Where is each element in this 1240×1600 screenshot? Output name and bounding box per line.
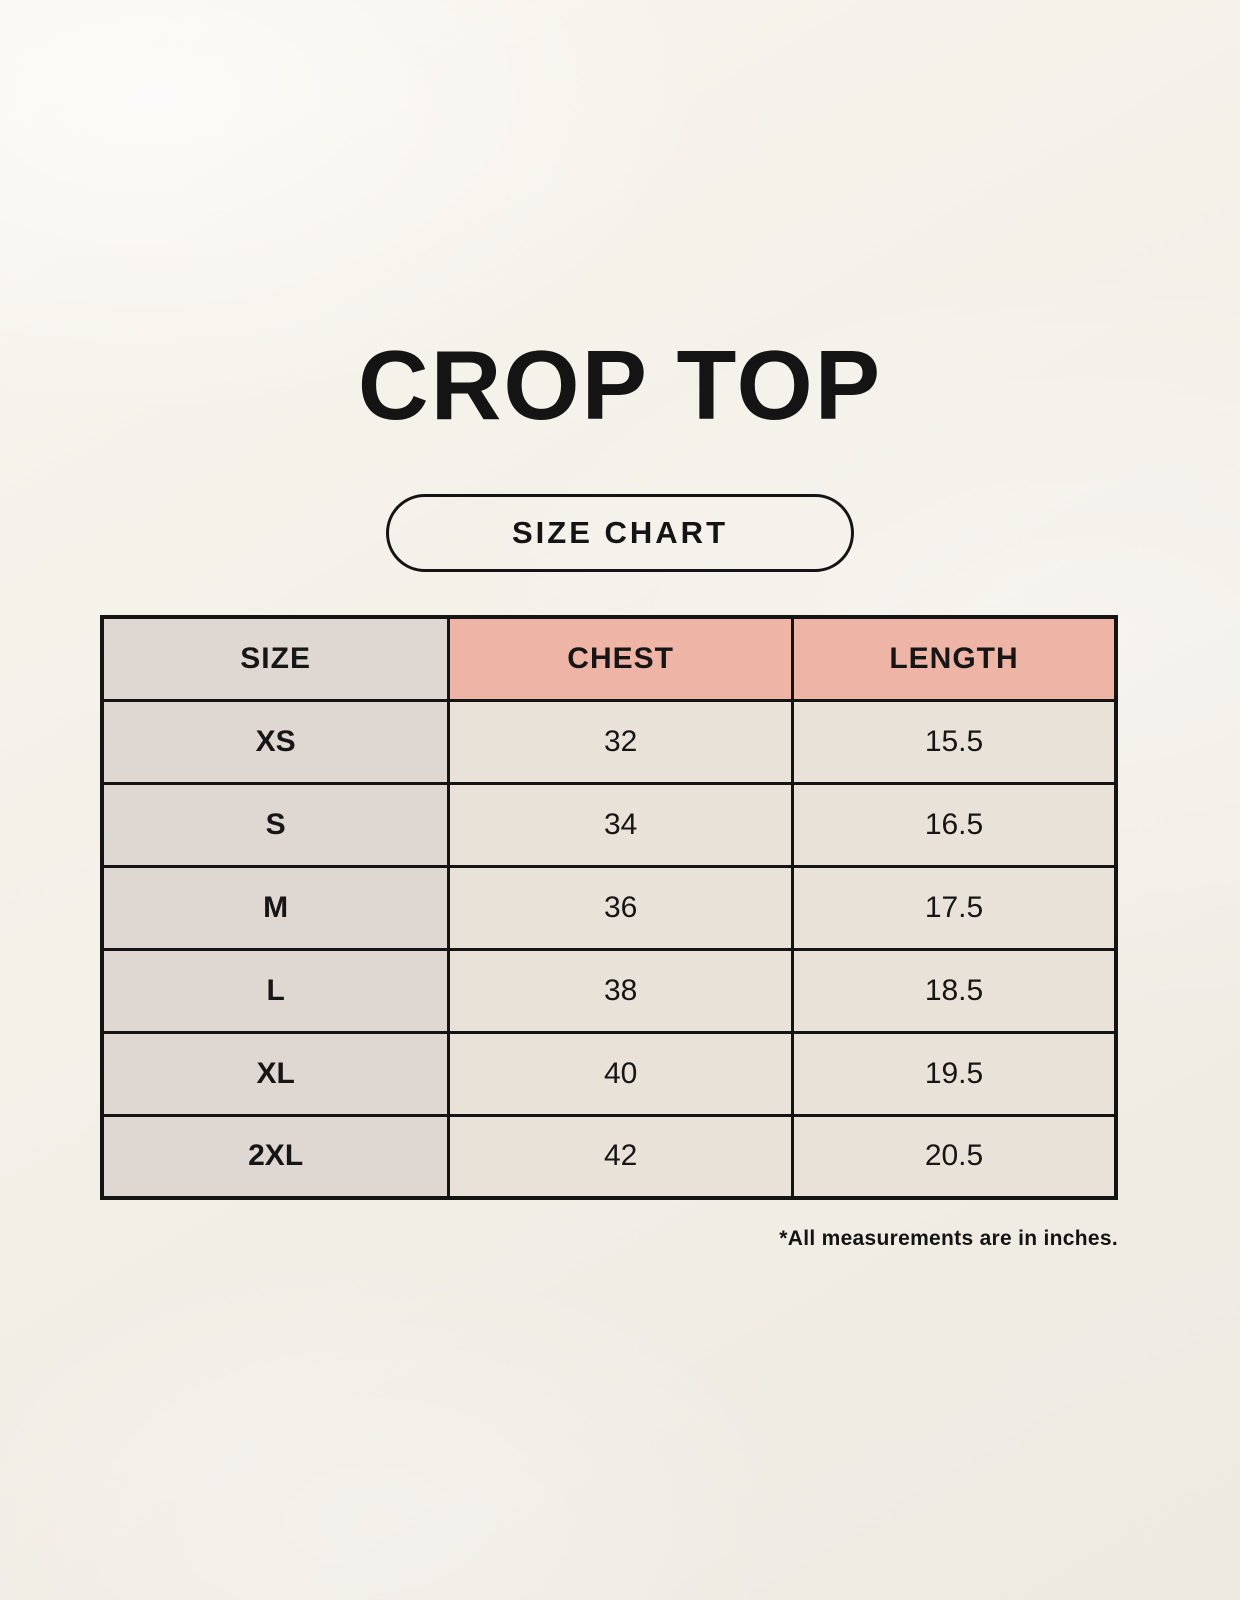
length-cell: 18.5 bbox=[791, 947, 1118, 1034]
table-header-row: SIZE CHEST LENGTH bbox=[100, 615, 1118, 702]
measurements-footnote: *All measurements are in inches. bbox=[779, 1227, 1118, 1250]
column-header-length: LENGTH bbox=[791, 615, 1118, 702]
size-cell: XL bbox=[100, 1030, 451, 1117]
table-row: XL 40 19.5 bbox=[100, 1030, 1118, 1117]
chest-cell: 42 bbox=[447, 1113, 795, 1200]
column-header-size: SIZE bbox=[100, 615, 451, 702]
table-row: L 38 18.5 bbox=[100, 947, 1118, 1034]
length-cell: 16.5 bbox=[791, 781, 1118, 868]
size-table: SIZE CHEST LENGTH XS 32 15.5 S 34 16.5 bbox=[100, 615, 1118, 1200]
size-cell: L bbox=[100, 947, 451, 1034]
table-body: XS 32 15.5 S 34 16.5 M 36 17.5 L bbox=[100, 698, 1118, 1200]
column-header-chest: CHEST bbox=[447, 615, 795, 702]
table-row: M 36 17.5 bbox=[100, 864, 1118, 951]
page-title: CROP TOP bbox=[357, 330, 883, 440]
chest-cell: 34 bbox=[447, 781, 795, 868]
chest-cell: 36 bbox=[447, 864, 795, 951]
length-cell: 19.5 bbox=[791, 1030, 1118, 1117]
size-cell: S bbox=[100, 781, 451, 868]
size-chart-badge: SIZE CHART bbox=[386, 494, 854, 572]
length-cell: 15.5 bbox=[791, 698, 1118, 785]
size-chart-badge-label: SIZE CHART bbox=[512, 515, 728, 550]
length-cell: 20.5 bbox=[791, 1113, 1118, 1200]
chest-cell: 32 bbox=[447, 698, 795, 785]
length-cell: 17.5 bbox=[791, 864, 1118, 951]
size-cell: M bbox=[100, 864, 451, 951]
table-row: S 34 16.5 bbox=[100, 781, 1118, 868]
size-cell: 2XL bbox=[100, 1113, 451, 1200]
table-row: 2XL 42 20.5 bbox=[100, 1113, 1118, 1200]
table-row: XS 32 15.5 bbox=[100, 698, 1118, 785]
chest-cell: 38 bbox=[447, 947, 795, 1034]
chest-cell: 40 bbox=[447, 1030, 795, 1117]
size-cell: XS bbox=[100, 698, 451, 785]
